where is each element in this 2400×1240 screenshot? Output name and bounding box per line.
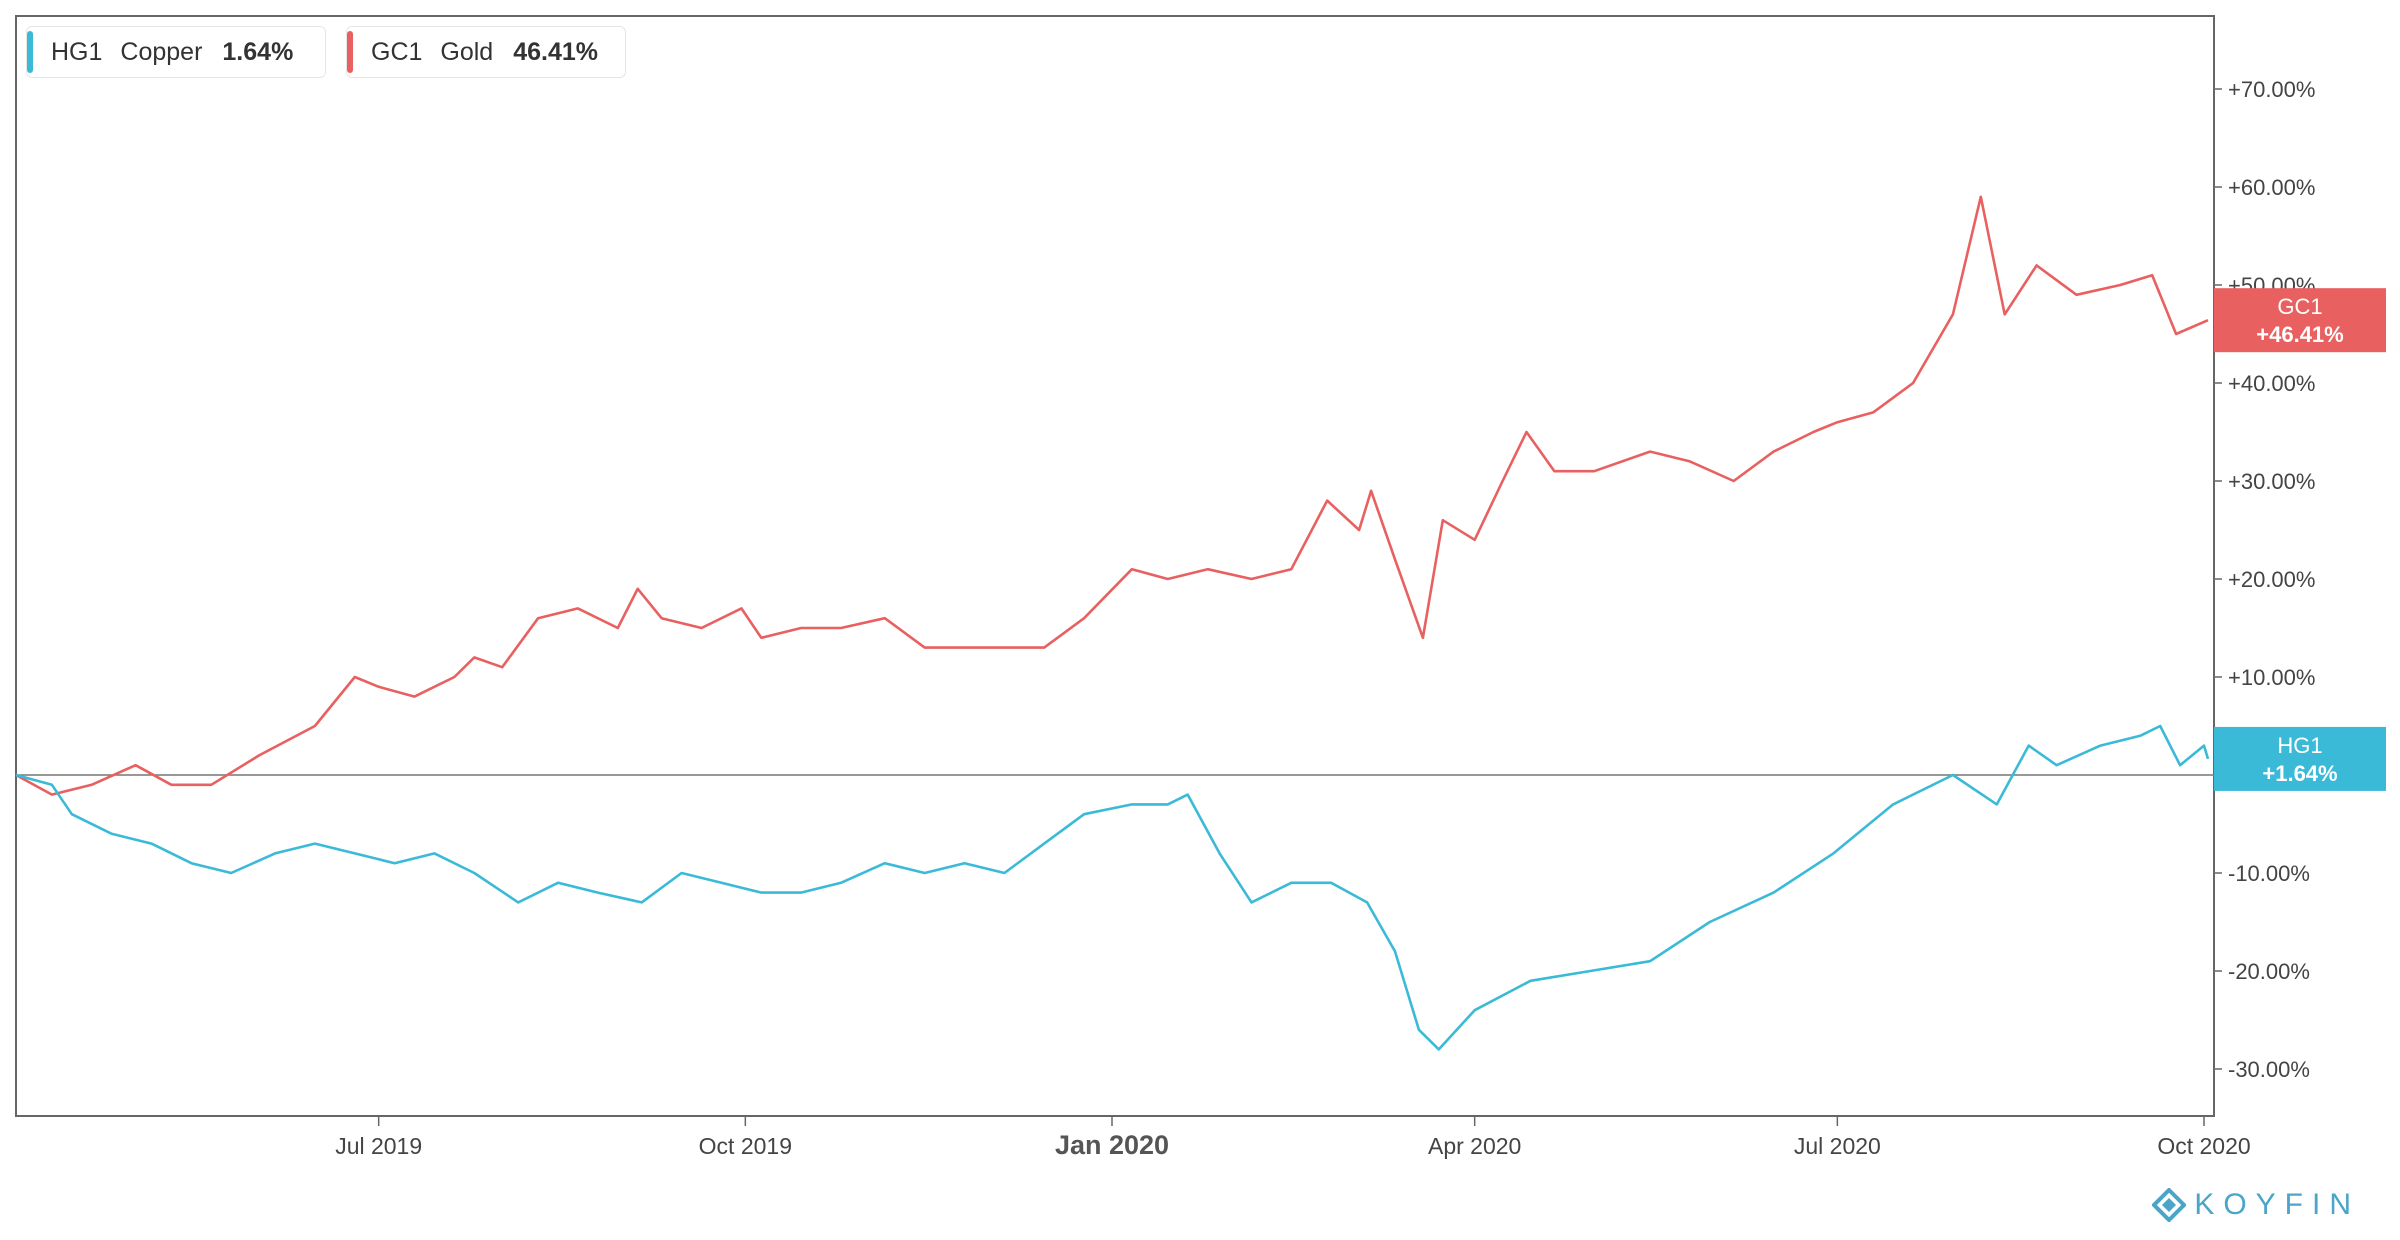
legend-item-copper[interactable]: HG1 Copper 1.64% [26, 26, 326, 78]
y-tick-label: +20.00% [2228, 567, 2315, 592]
end-label-ticker: GC1 [2277, 294, 2322, 319]
y-tick-label: -20.00% [2228, 959, 2310, 984]
y-tick-label: +60.00% [2228, 175, 2315, 200]
series-line-hg1 [15, 724, 2210, 1051]
legend-name: Copper [120, 37, 203, 66]
legend-pct: 1.64% [222, 37, 294, 66]
legend-ticker: HG1 [51, 37, 103, 66]
koyfin-logo: KOYFIN [2152, 1188, 2360, 1222]
legend-item-gold[interactable]: GC1 Gold 46.41% [346, 26, 626, 78]
y-tick-label: +30.00% [2228, 469, 2315, 494]
end-label-ticker: HG1 [2277, 733, 2322, 758]
end-label-value: +46.41% [2256, 322, 2343, 347]
end-labels: GC1 +46.41% HG1 +1.64% [2214, 288, 2386, 791]
koyfin-diamond-icon [2152, 1188, 2187, 1222]
end-label-value: +1.64% [2262, 761, 2337, 786]
plot-frame [15, 15, 2215, 1117]
end-label-box [2214, 726, 2386, 791]
x-tick-label: Apr 2020 [1428, 1133, 1521, 1159]
y-tick-label: -30.00% [2228, 1057, 2310, 1082]
legend-color-bar [27, 31, 33, 73]
y-tick-label: -10.00% [2228, 861, 2310, 886]
y-axis: +70.00%+60.00%+50.00%+40.00%+30.00%+20.0… [2214, 77, 2315, 1082]
x-tick-label: Jul 2020 [1794, 1133, 1881, 1159]
legend-ticker: GC1 [371, 37, 423, 66]
legend-color-bar [347, 31, 353, 73]
y-tick-label: +10.00% [2228, 665, 2315, 690]
end-label-box [2214, 288, 2386, 353]
end-label-gc1: GC1 +46.41% [2214, 288, 2386, 353]
series-layer [15, 195, 2210, 1051]
x-tick-label: Oct 2020 [2157, 1133, 2250, 1159]
y-tick-label: +70.00% [2228, 77, 2315, 102]
end-label-hg1: HG1 +1.64% [2214, 726, 2386, 791]
legend-name: Gold [440, 37, 494, 66]
x-tick-label: Oct 2019 [699, 1133, 792, 1159]
legend-pct: 46.41% [513, 37, 599, 66]
series-line-gc1 [15, 195, 2209, 796]
x-tick-label: Jan 2020 [1055, 1130, 1169, 1160]
y-tick-label: +40.00% [2228, 371, 2315, 396]
x-tick-label: Jul 2019 [335, 1133, 422, 1159]
x-axis: Jul 2019 Oct 2019 Jan 2020 Apr 2020 Jul 2020… [335, 1116, 2251, 1160]
brand-name: KOYFIN [2194, 1188, 2360, 1221]
